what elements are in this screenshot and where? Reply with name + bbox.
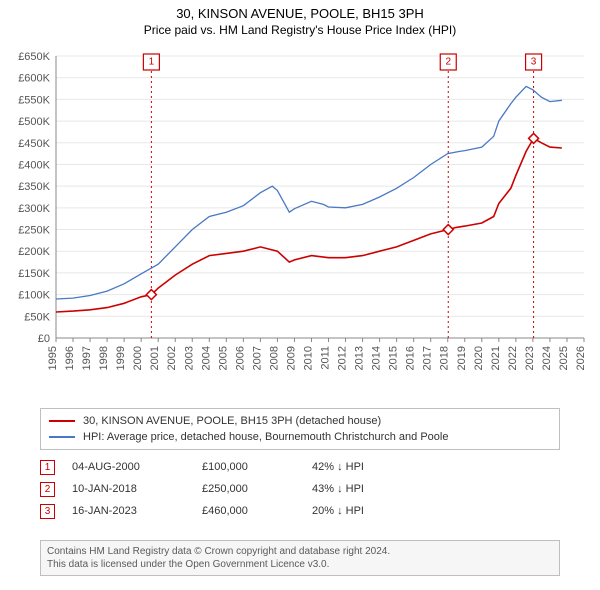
y-tick-label: £600K <box>18 73 50 85</box>
x-tick-label: 2020 <box>473 346 485 370</box>
sale-badge-number: 1 <box>149 57 155 68</box>
legend-row: 30, KINSON AVENUE, POOLE, BH15 3PH (deta… <box>49 413 551 429</box>
x-tick-label: 2019 <box>456 346 468 370</box>
sale-row-badge: 1 <box>40 460 55 475</box>
sale-badge-number: 3 <box>531 57 537 68</box>
sale-table-row: 1 04-AUG-2000£100,00042% ↓ HPI <box>40 456 560 478</box>
sale-table-row: 3 16-JAN-2023£460,00020% ↓ HPI <box>40 500 560 522</box>
y-tick-label: £450K <box>18 138 50 150</box>
sale-badge-number: 2 <box>445 57 451 68</box>
x-tick-label: 2006 <box>234 346 246 370</box>
sale-row-price: £100,000 <box>202 461 312 473</box>
sale-table-row: 2 10-JAN-2018£250,00043% ↓ HPI <box>40 478 560 500</box>
y-tick-label: £300K <box>18 203 50 215</box>
x-tick-label: 2000 <box>132 346 144 370</box>
x-tick-label: 2012 <box>337 346 349 370</box>
footer-line-2: This data is licensed under the Open Gov… <box>47 558 553 571</box>
x-tick-label: 2005 <box>217 346 229 370</box>
sale-row-price: £250,000 <box>202 483 312 495</box>
sale-row-date: 04-AUG-2000 <box>72 461 202 473</box>
legend-swatch <box>49 420 75 422</box>
sale-point-marker <box>529 133 539 143</box>
y-tick-label: £100K <box>18 290 50 302</box>
sale-row-price: £460,000 <box>202 505 312 517</box>
attribution-footer: Contains HM Land Registry data © Crown c… <box>40 540 560 576</box>
sale-row-badge: 2 <box>40 482 55 497</box>
x-tick-label: 2007 <box>251 346 263 370</box>
x-tick-label: 2010 <box>302 346 314 370</box>
x-tick-label: 1996 <box>64 346 76 370</box>
x-tick-label: 2001 <box>149 346 161 370</box>
legend-swatch <box>49 436 75 438</box>
x-tick-label: 1995 <box>47 346 59 370</box>
x-tick-label: 1999 <box>115 346 127 370</box>
legend-box: 30, KINSON AVENUE, POOLE, BH15 3PH (deta… <box>40 408 560 450</box>
x-tick-label: 2025 <box>558 346 570 370</box>
y-tick-label: £350K <box>18 181 50 193</box>
x-tick-label: 2013 <box>354 346 366 370</box>
legend-label: 30, KINSON AVENUE, POOLE, BH15 3PH (deta… <box>83 413 381 429</box>
x-tick-label: 1997 <box>81 346 93 370</box>
chart-area: £0 £50K £100K £150K £200K £250K £300K £350K £400… <box>0 48 600 388</box>
y-tick-label: £650K <box>18 51 50 63</box>
sale-row-delta: 20% ↓ HPI <box>312 505 432 517</box>
x-tick-label: 2004 <box>200 346 212 370</box>
x-tick-label: 2016 <box>405 346 417 370</box>
sale-row-date: 16-JAN-2023 <box>72 505 202 517</box>
x-tick-label: 2017 <box>422 346 434 370</box>
line-chart-svg: £0 £50K £100K £150K £200K £250K £300K £350K £400… <box>0 48 600 388</box>
legend-row: HPI: Average price, detached house, Bour… <box>49 429 551 445</box>
y-tick-label: £0 <box>38 333 50 345</box>
chart-title-line2: Price paid vs. HM Land Registry's House … <box>0 21 600 37</box>
x-tick-label: 2008 <box>268 346 280 370</box>
y-tick-label: £150K <box>18 268 50 280</box>
sale-row-delta: 43% ↓ HPI <box>312 483 432 495</box>
legend-label: HPI: Average price, detached house, Bour… <box>83 429 448 445</box>
x-tick-label: 2009 <box>285 346 297 370</box>
sale-point-marker <box>443 225 453 235</box>
y-tick-label: £250K <box>18 225 50 237</box>
x-tick-label: 2018 <box>439 346 451 370</box>
x-tick-label: 2002 <box>166 346 178 370</box>
x-tick-label: 2021 <box>490 346 502 370</box>
sale-row-date: 10-JAN-2018 <box>72 483 202 495</box>
y-tick-label: £500K <box>18 116 50 128</box>
y-tick-label: £550K <box>18 94 50 106</box>
sale-row-delta: 42% ↓ HPI <box>312 461 432 473</box>
x-tick-label: 2024 <box>541 346 553 370</box>
y-tick-label: £50K <box>24 311 50 323</box>
chart-title-line1: 30, KINSON AVENUE, POOLE, BH15 3PH <box>0 0 600 21</box>
x-tick-label: 2015 <box>388 346 400 370</box>
sale-row-badge: 3 <box>40 504 55 519</box>
sales-table: 1 04-AUG-2000£100,00042% ↓ HPI 2 10-JAN-201… <box>40 456 560 522</box>
x-tick-label: 2022 <box>507 346 519 370</box>
x-tick-label: 1998 <box>98 346 110 370</box>
footer-line-1: Contains HM Land Registry data © Crown c… <box>47 545 553 558</box>
x-tick-label: 2003 <box>183 346 195 370</box>
x-tick-label: 2023 <box>524 346 536 370</box>
series-hpi <box>56 86 562 299</box>
y-tick-label: £400K <box>18 159 50 171</box>
x-tick-label: 2026 <box>575 346 587 370</box>
x-tick-label: 2014 <box>371 346 383 370</box>
y-tick-label: £200K <box>18 246 50 258</box>
x-tick-label: 2011 <box>320 346 332 370</box>
